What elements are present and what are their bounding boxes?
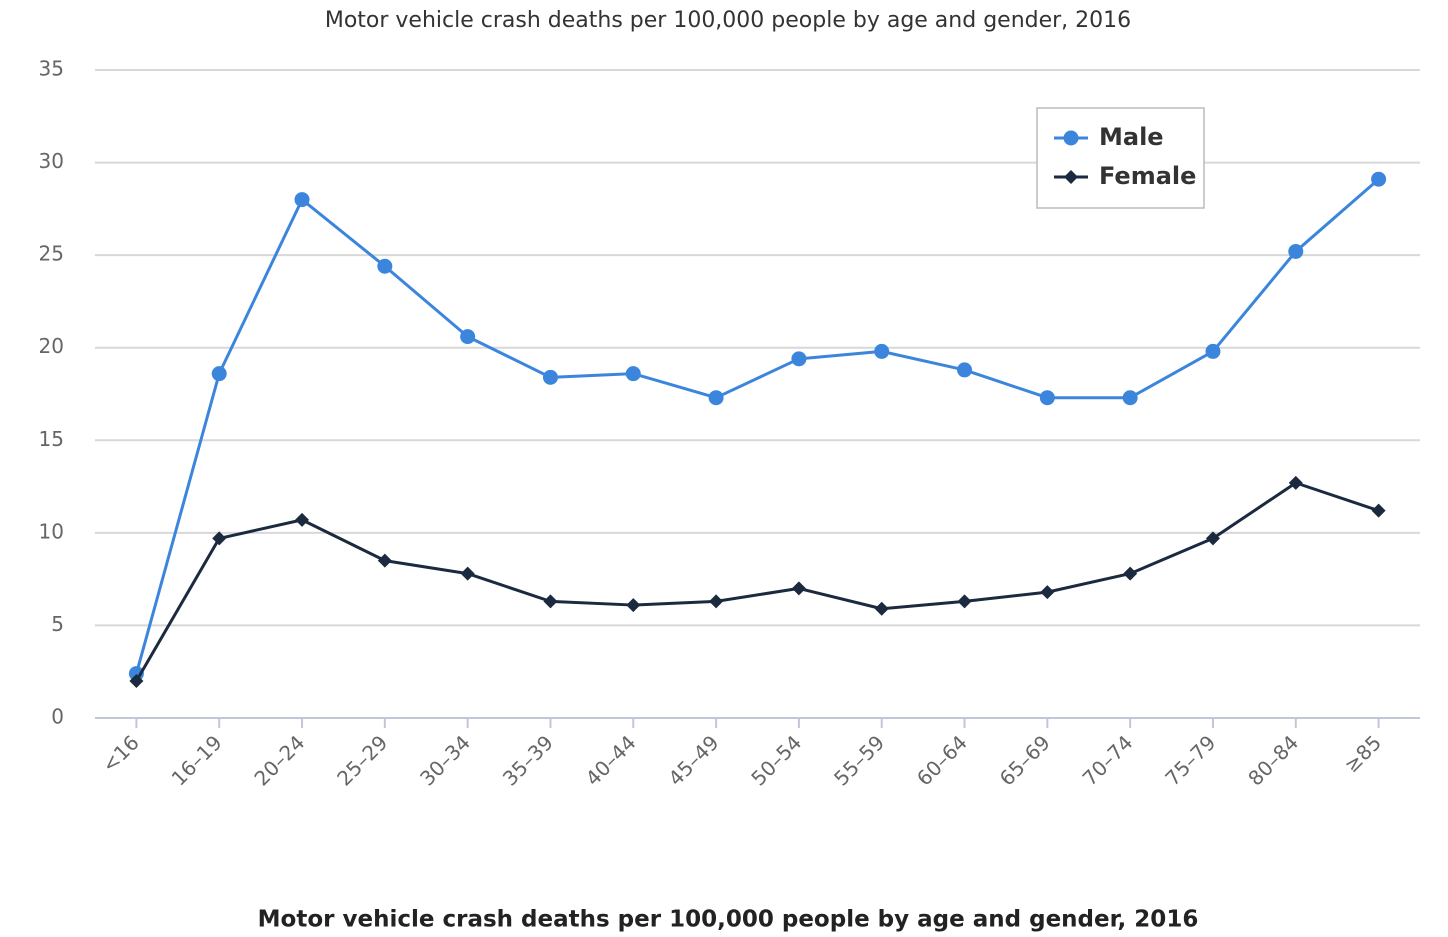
point: [709, 594, 724, 609]
point: [708, 390, 724, 406]
legend-marker: [1063, 130, 1079, 146]
y-tick-label: 25: [39, 242, 64, 266]
x-tick-label: 25–29: [332, 730, 392, 790]
point: [211, 366, 227, 382]
series-line: [135, 481, 1380, 682]
y-tick-label: 5: [51, 612, 64, 636]
x-tick-label: 70–74: [1078, 730, 1138, 790]
point: [957, 594, 972, 609]
x-tick-label: 60–64: [912, 730, 972, 790]
x-tick-label: 16–19: [167, 730, 227, 790]
x-tick-label: <16: [97, 730, 144, 777]
point: [542, 369, 558, 385]
x-tick-label: 40–44: [581, 730, 641, 790]
y-tick-label: 0: [51, 705, 64, 729]
y-tick-label: 15: [39, 427, 64, 451]
point: [626, 598, 641, 613]
legend-label: Female: [1099, 162, 1196, 190]
point: [791, 351, 807, 367]
x-tick-label: ≥85: [1339, 730, 1386, 777]
point: [1371, 171, 1387, 187]
point: [1288, 475, 1303, 490]
point: [460, 329, 476, 345]
x-tick-label: 30–34: [415, 730, 475, 790]
chart-caption: Motor vehicle crash deaths per 100,000 p…: [258, 907, 1199, 933]
point: [1040, 585, 1055, 600]
point: [1371, 503, 1386, 518]
series-line: [134, 178, 1380, 674]
legend-label: Male: [1099, 123, 1164, 151]
point: [1122, 390, 1138, 406]
chart-title: Motor vehicle crash deaths per 100,000 p…: [325, 8, 1131, 33]
point: [377, 258, 393, 274]
x-tick-label: 55–59: [829, 730, 889, 790]
x-tick-label: 45–49: [663, 730, 723, 790]
point: [212, 531, 227, 546]
point: [874, 343, 890, 359]
point: [460, 566, 475, 581]
x-tick-label: 20–24: [249, 730, 309, 790]
x-tick-label: 80–84: [1243, 730, 1303, 790]
point: [543, 594, 558, 609]
point: [1205, 531, 1220, 546]
x-tick-label: 75–79: [1160, 730, 1220, 790]
y-tick-label: 20: [39, 334, 64, 358]
point: [294, 192, 310, 208]
point: [625, 366, 641, 382]
legend: Male Female: [1036, 107, 1205, 209]
point: [295, 512, 310, 527]
legend-marker: [1064, 170, 1078, 184]
point: [377, 553, 392, 568]
y-tick-label: 10: [39, 519, 64, 543]
point: [1288, 243, 1304, 259]
point: [1123, 566, 1138, 581]
point: [957, 362, 973, 378]
point: [1205, 343, 1221, 359]
point: [791, 581, 806, 596]
point: [129, 673, 144, 688]
x-tick-label: 50–54: [746, 730, 806, 790]
y-tick-label: 30: [39, 149, 64, 173]
point: [874, 601, 889, 616]
point: [1039, 390, 1055, 406]
x-tick-label: 35–39: [498, 730, 558, 790]
y-tick-label: 35: [39, 57, 64, 81]
legend-box: [1036, 107, 1205, 209]
x-tick-label: 65–69: [995, 730, 1055, 790]
